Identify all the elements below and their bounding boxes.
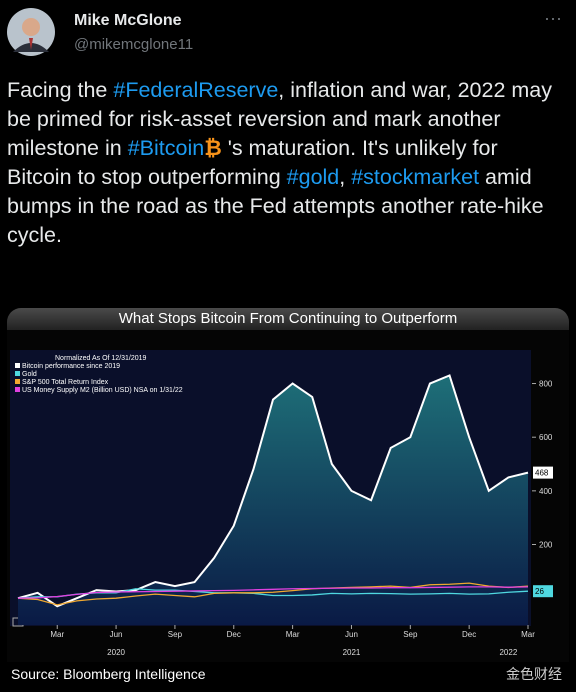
x-tick-label: Sep [403, 630, 418, 639]
end-label-box [533, 585, 553, 598]
source: Source: Bloomberg Intelligence [11, 666, 206, 682]
avatar[interactable] [7, 8, 55, 56]
end-label: 468 [535, 469, 549, 478]
x-tick-label: Jun [110, 630, 123, 639]
text: , [339, 165, 352, 189]
x-tick-label: Mar [521, 630, 535, 639]
legend-label: S&P 500 Total Return Index [22, 379, 109, 386]
x-tick-label: Mar [50, 630, 64, 639]
legend-label: Gold [22, 371, 37, 378]
legend-swatch [15, 387, 20, 392]
watermark: 金色财经 [506, 666, 562, 682]
text: amid bumps in the road as the Fed attemp… [7, 165, 544, 247]
series-line [17, 586, 529, 599]
legend-label: US Money Supply M2 (Billion USD) NSA on … [22, 387, 183, 394]
hashtag[interactable]: #Bitcoin [127, 136, 205, 160]
tweet-text: Facing the #FederalReserve, inflation an… [7, 76, 567, 250]
hashtag[interactable]: #FederalReserve [113, 78, 279, 102]
legend-swatch [15, 363, 20, 368]
x-tick-label: Dec [462, 630, 476, 639]
series-line [17, 374, 529, 608]
x-tick-label: Jun [345, 630, 358, 639]
legend-title: Normalized As Of 12/31/2019 [55, 355, 147, 362]
y-tick-label: 800 [539, 380, 553, 389]
legend-swatch [15, 371, 20, 376]
year-label: 2022 [499, 648, 517, 657]
y-tick-label: 200 [539, 541, 553, 550]
hashtag[interactable]: #stockmarket [351, 165, 480, 189]
author-name[interactable]: Mike McGlone [74, 12, 182, 29]
y-tick-label: 400 [539, 487, 553, 496]
series-line [17, 582, 529, 606]
text: 's maturation. It's unlikely for Bitcoin… [7, 136, 498, 189]
x-tick-label: Mar [286, 630, 300, 639]
end-label-box [533, 466, 553, 479]
author-handle[interactable]: @mikemcglone11 [74, 36, 194, 53]
chart-image[interactable]: What Stops Bitcoin From Continuing to Ou… [7, 308, 569, 688]
text: , inflation and war, 2022 may be primed … [7, 78, 552, 160]
year-label: 2021 [343, 648, 361, 657]
y-tick-label: 600 [539, 433, 553, 442]
chart-title: What Stops Bitcoin From Continuing to Ou… [119, 310, 457, 327]
text: Facing the [7, 78, 114, 102]
year-label: 2020 [107, 648, 125, 657]
legend-swatch [15, 379, 20, 384]
bitcoin-area [18, 375, 528, 625]
x-tick-label: Sep [168, 630, 183, 639]
source-bar [7, 662, 569, 688]
hashtag[interactable]: #gold [286, 165, 340, 189]
legend-label: Bitcoin performance since 2019 [22, 363, 120, 370]
x-tick-label: Dec [227, 630, 241, 639]
bitcoin-emoji: ₿ [204, 136, 222, 160]
title-bar [7, 308, 569, 330]
more-button[interactable]: ··· [544, 8, 562, 28]
end-label: 26 [535, 587, 544, 596]
